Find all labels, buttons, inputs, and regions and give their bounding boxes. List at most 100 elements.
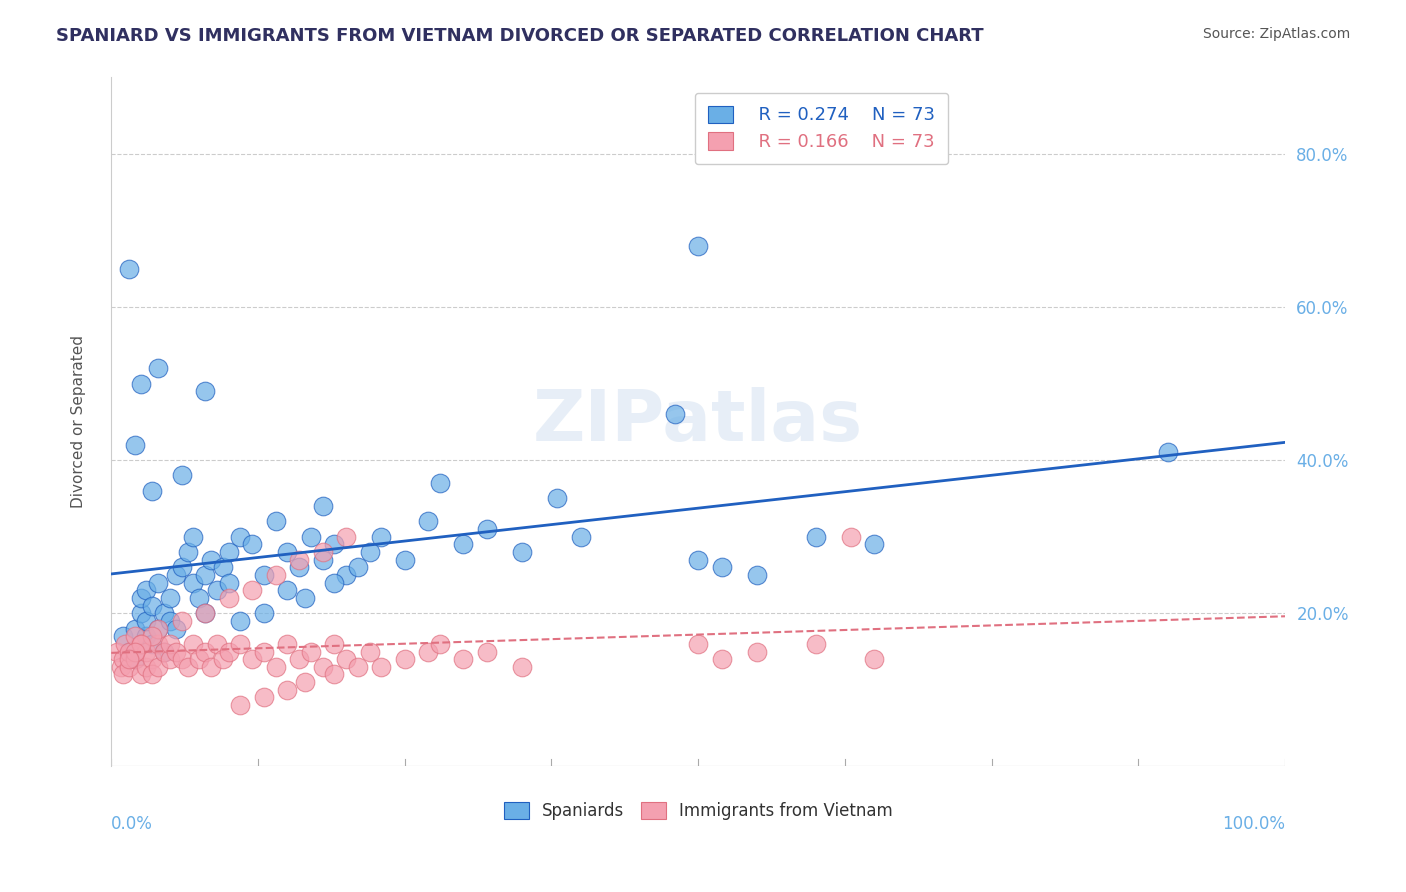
Point <box>211 652 233 666</box>
Point <box>135 614 157 628</box>
Point <box>124 438 146 452</box>
Point <box>240 537 263 551</box>
Point <box>194 384 217 399</box>
Point <box>200 660 222 674</box>
Point <box>165 622 187 636</box>
Point <box>346 660 368 674</box>
Point <box>129 637 152 651</box>
Point <box>141 483 163 498</box>
Point <box>264 515 287 529</box>
Point <box>370 530 392 544</box>
Point <box>323 667 346 681</box>
Point <box>118 644 141 658</box>
Point <box>688 239 710 253</box>
Point <box>288 652 311 666</box>
Point <box>194 644 217 658</box>
Point <box>804 530 827 544</box>
Point <box>569 530 592 544</box>
Point <box>148 622 170 636</box>
Point <box>135 629 157 643</box>
Point <box>188 591 211 605</box>
Point <box>135 660 157 674</box>
Point <box>229 637 252 651</box>
Point <box>510 545 533 559</box>
Point <box>183 530 205 544</box>
Point <box>664 407 686 421</box>
Y-axis label: Divorced or Separated: Divorced or Separated <box>72 335 86 508</box>
Point <box>394 552 416 566</box>
Point <box>194 568 217 582</box>
Point <box>129 606 152 620</box>
Point <box>124 644 146 658</box>
Point <box>105 644 128 658</box>
Point <box>311 660 333 674</box>
Point <box>1157 445 1180 459</box>
Point <box>710 560 733 574</box>
Point <box>110 660 132 674</box>
Point <box>475 522 498 536</box>
Point <box>188 652 211 666</box>
Point <box>745 644 768 658</box>
Point <box>335 530 357 544</box>
Text: SPANIARD VS IMMIGRANTS FROM VIETNAM DIVORCED OR SEPARATED CORRELATION CHART: SPANIARD VS IMMIGRANTS FROM VIETNAM DIVO… <box>56 27 984 45</box>
Point <box>129 376 152 391</box>
Point <box>294 675 316 690</box>
Point <box>253 644 276 658</box>
Point <box>264 568 287 582</box>
Point <box>129 667 152 681</box>
Point <box>510 660 533 674</box>
Point <box>863 537 886 551</box>
Point <box>159 614 181 628</box>
Point <box>688 552 710 566</box>
Point <box>253 690 276 705</box>
Text: 0.0%: 0.0% <box>111 814 153 832</box>
Point <box>170 652 193 666</box>
Point <box>148 660 170 674</box>
Point <box>276 682 298 697</box>
Point <box>124 652 146 666</box>
Point <box>165 568 187 582</box>
Point <box>299 644 322 658</box>
Point <box>170 614 193 628</box>
Point <box>323 537 346 551</box>
Point <box>183 575 205 590</box>
Point <box>200 552 222 566</box>
Point <box>159 652 181 666</box>
Text: ZIPatlas: ZIPatlas <box>533 387 863 457</box>
Point <box>153 606 176 620</box>
Point <box>118 652 141 666</box>
Point <box>183 637 205 651</box>
Point <box>253 568 276 582</box>
Point <box>218 575 240 590</box>
Point <box>229 698 252 712</box>
Point <box>194 606 217 620</box>
Point <box>218 591 240 605</box>
Text: 100.0%: 100.0% <box>1222 814 1285 832</box>
Point <box>688 637 710 651</box>
Point <box>141 637 163 651</box>
Point <box>546 491 568 506</box>
Point <box>129 637 152 651</box>
Point <box>394 652 416 666</box>
Point <box>288 552 311 566</box>
Point <box>176 660 198 674</box>
Point <box>148 361 170 376</box>
Point <box>418 515 440 529</box>
Point <box>453 652 475 666</box>
Point <box>429 637 451 651</box>
Point <box>176 545 198 559</box>
Point <box>118 660 141 674</box>
Point <box>141 652 163 666</box>
Point <box>114 637 136 651</box>
Point <box>124 629 146 643</box>
Point <box>165 644 187 658</box>
Point <box>170 468 193 483</box>
Point <box>205 637 228 651</box>
Point <box>359 545 381 559</box>
Point <box>745 568 768 582</box>
Point <box>804 637 827 651</box>
Point <box>299 530 322 544</box>
Point <box>311 552 333 566</box>
Point <box>839 530 862 544</box>
Point <box>346 560 368 574</box>
